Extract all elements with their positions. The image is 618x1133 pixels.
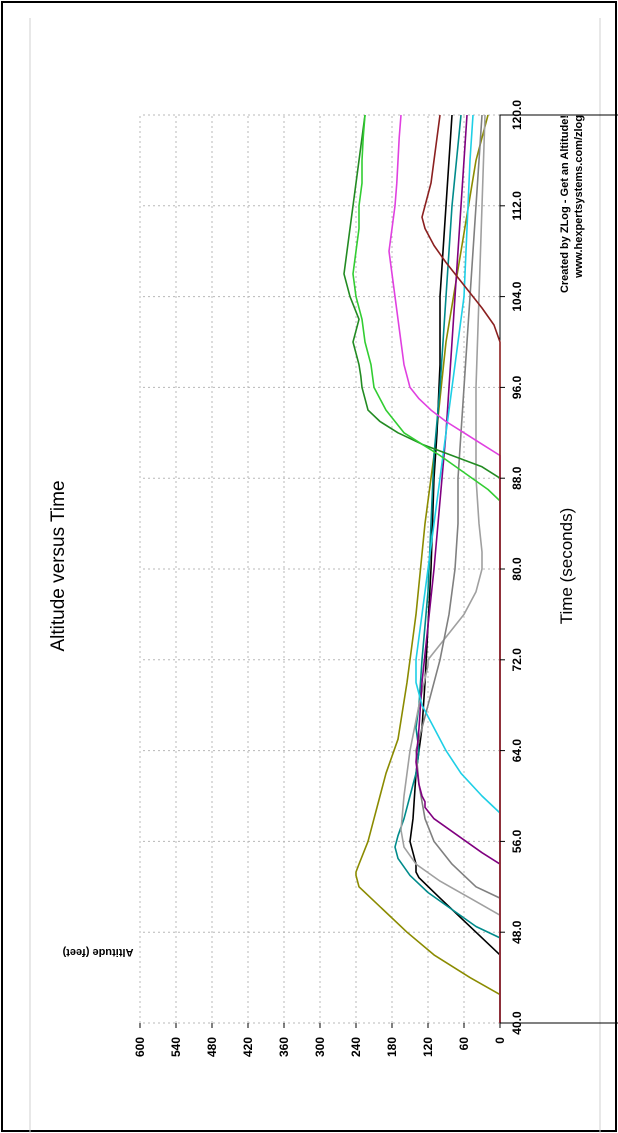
y-tick-labels: 0 60 120 180 240 300 360 420 480 540 600 — [133, 1023, 507, 1057]
credit-line-2: www.hexpertsystems.com/zlog — [573, 115, 585, 279]
x-tick-label: 48.0 — [510, 920, 524, 944]
x-tick-label: 72.0 — [510, 648, 524, 672]
x-tick-label: 112.0 — [510, 191, 524, 221]
y-tick-label: 600 — [133, 1037, 147, 1057]
y-tick-label: 540 — [169, 1037, 183, 1057]
x-tick-label: 120.0 — [510, 100, 524, 130]
y-tick-label: 60 — [457, 1037, 471, 1051]
x-tick-label: 40.0 — [510, 1011, 524, 1035]
series-line-6 — [415, 114, 501, 1023]
y-tick-label: 240 — [349, 1037, 363, 1057]
y-tick-label: 300 — [313, 1037, 327, 1057]
series-line-10 — [388, 114, 501, 1023]
x-tick-label: 80.0 — [510, 557, 524, 581]
x-axis-label: Time (seconds) — [557, 508, 576, 625]
y-axis-label: Altitude (feet) — [62, 946, 133, 958]
y-tick-label: 360 — [277, 1037, 291, 1057]
series-line-7 — [415, 114, 501, 1023]
series-line-11 — [421, 114, 501, 1023]
x-tick-labels: 40.0 48.0 56.0 64.0 72.0 80.0 88.0 96.0 104.0 112… — [500, 100, 524, 1035]
series-line-5 — [415, 114, 501, 1023]
x-tick-label: 88.0 — [510, 466, 524, 490]
y-tick-label: 120 — [421, 1037, 435, 1057]
y-tick-label: 180 — [385, 1037, 399, 1057]
series-line-4 — [400, 114, 501, 1023]
x-tick-label: 56.0 — [510, 829, 524, 853]
x-tick-label: 104.0 — [510, 281, 524, 311]
y-tick-label: 0 — [493, 1037, 507, 1044]
x-tick-label: 96.0 — [510, 375, 524, 399]
series-lines — [343, 114, 501, 1023]
y-tick-label: 420 — [241, 1037, 255, 1057]
rotated-chart: Altitude versus Time 40.0 48.0 56.0 64.0 72.… — [48, 100, 618, 1057]
series-line-9 — [352, 114, 501, 1023]
chart-title: Altitude versus Time — [48, 480, 69, 651]
y-tick-label: 480 — [205, 1037, 219, 1057]
credit-line-1: Created by ZLog - Get an Altitude! — [559, 115, 571, 293]
x-tick-label: 64.0 — [510, 739, 524, 763]
series-line-3 — [394, 114, 501, 1023]
